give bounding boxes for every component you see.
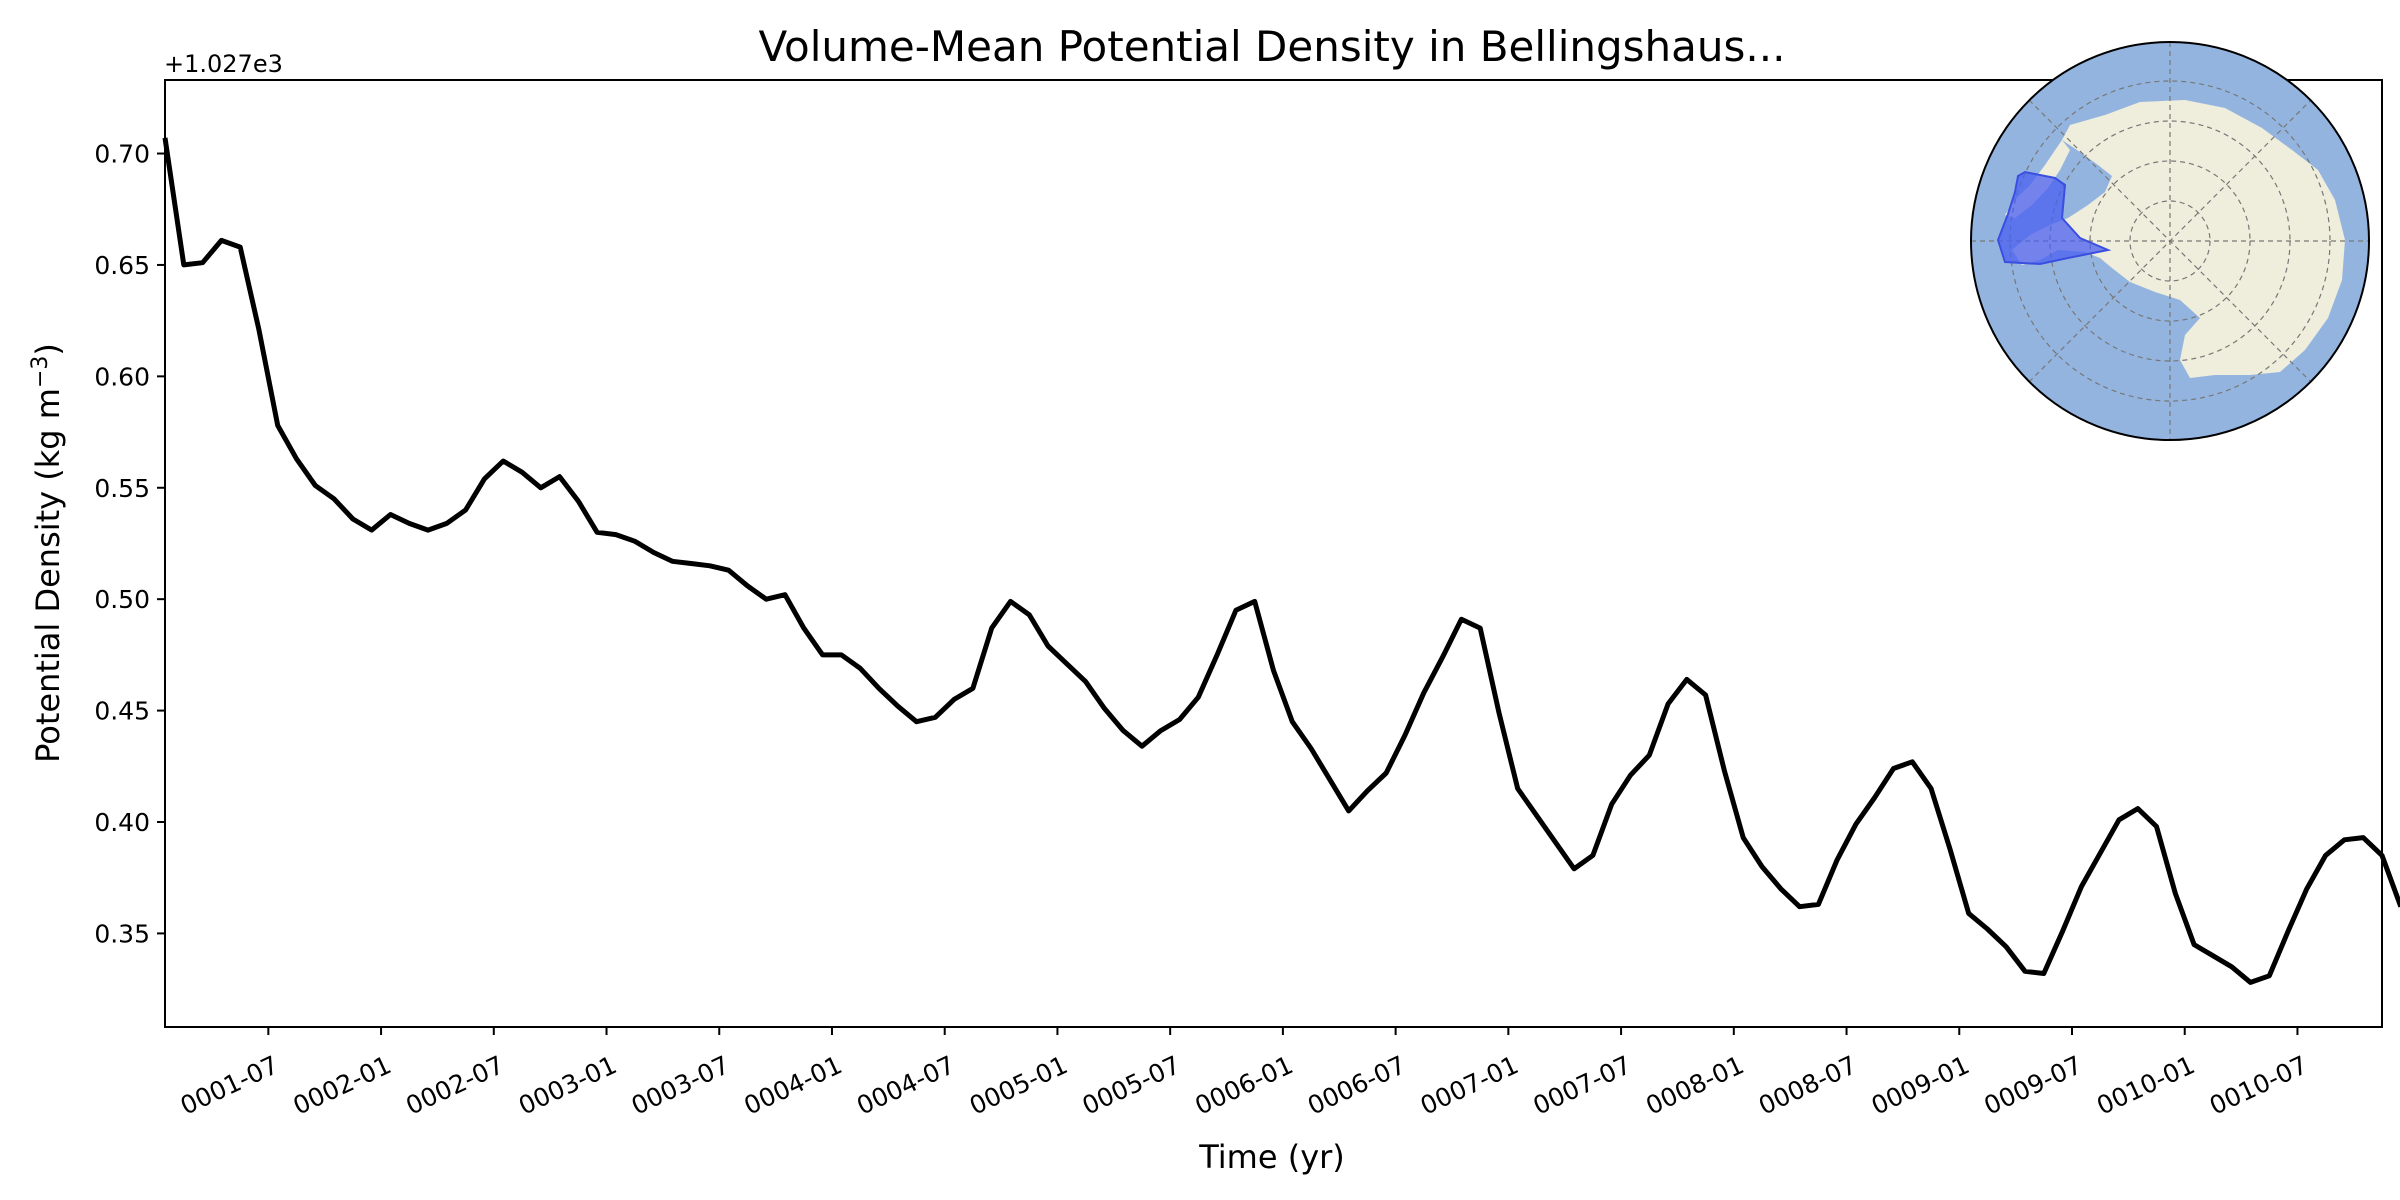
series-layer [162,137,2400,985]
series-line [162,137,2400,985]
y-tick-label: 0.50 [94,585,150,614]
inset-map-bellingshausen-region [1996,170,2112,266]
x-tick-label: 0009-07 [1980,1050,2087,1120]
y-axis-label-suffix: ) [29,343,67,355]
x-tick-label: 0004-07 [852,1050,959,1120]
y-tick-label: 0.35 [94,919,150,948]
plot-area [164,79,2383,1028]
x-tick-label: 0003-01 [514,1050,621,1120]
y-tick-label: 0.45 [94,697,150,726]
chart-title: Volume-Mean Potential Density in Belling… [759,22,1786,71]
y-axis-label-main: Potential Density (kg m [29,388,67,763]
x-tick-label: 0008-07 [1754,1050,1861,1120]
y-axis-label: Potential Density (kg m−3) [28,343,67,763]
y-axis-label-exponent: −3 [28,356,53,388]
y-tick-label: 0.65 [94,251,150,280]
x-tick-label: 0009-01 [1867,1050,1974,1120]
inset-map-border [1970,41,2370,441]
x-tick-label: 0008-01 [1641,1050,1748,1120]
x-tick-label: 0006-01 [1190,1050,1297,1120]
x-tick-label: 0004-01 [740,1050,847,1120]
y-tick-label: 0.60 [94,362,150,391]
y-tick-label: 0.40 [94,808,150,837]
x-tick-label: 0006-07 [1303,1050,1410,1120]
x-tick-label: 0002-01 [289,1050,396,1120]
x-tick-label: 0010-01 [2092,1050,2199,1120]
x-tick-label: 0010-07 [2205,1050,2312,1120]
inset-map-antarctica-land [2012,100,2345,378]
x-tick-label: 0002-07 [401,1050,508,1120]
x-axis-ticks: 0001-07 0002-01 0002-07 0003-01 0003-07 0004-… [176,1027,2312,1121]
x-tick-label: 0005-01 [965,1050,1072,1120]
y-offset-text: +1.027e3 [164,50,283,78]
x-tick-label: 0005-07 [1078,1050,1185,1120]
y-axis-ticks: 0.35 0.40 0.45 0.50 0.55 0.60 0.65 0.70 [94,140,165,948]
y-tick-label: 0.55 [94,474,150,503]
x-tick-label: 0007-01 [1416,1050,1523,1120]
y-tick-label: 0.70 [94,140,150,169]
inset-map [1970,41,2370,441]
inset-map-graticule [1971,42,2369,440]
x-tick-label: 0003-07 [627,1050,734,1120]
x-tick-label: 0007-07 [1529,1050,1636,1120]
x-axis-label: Time (yr) [1198,1138,1345,1176]
x-tick-label: 0001-07 [176,1050,283,1120]
